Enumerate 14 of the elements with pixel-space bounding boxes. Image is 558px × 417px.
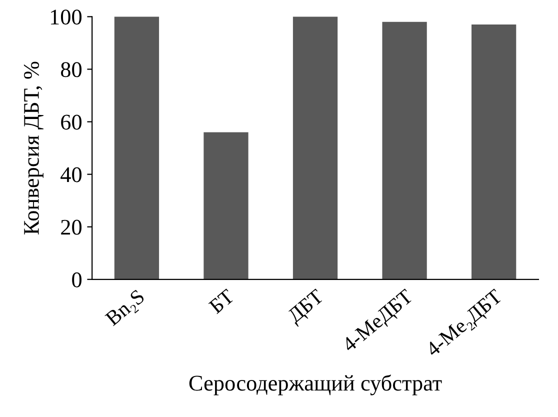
bar [204, 132, 248, 280]
y-tick-label: 40 [60, 167, 82, 182]
x-tick-label: БТ [208, 288, 236, 314]
y-tick-label: 100 [50, 10, 82, 25]
y-axis-title: Конверсия ДБТ, % [24, 62, 44, 234]
bar [114, 16, 160, 280]
y-tick-label: 20 [61, 220, 82, 235]
bar [382, 22, 427, 280]
y-tick-label: 0 [72, 272, 82, 288]
bar [472, 24, 516, 280]
bar [292, 16, 338, 280]
y-tick-label: 60 [61, 114, 82, 130]
x-axis-title: Серосодержащий субстрат [189, 374, 442, 396]
y-tick-label: 80 [60, 62, 82, 78]
